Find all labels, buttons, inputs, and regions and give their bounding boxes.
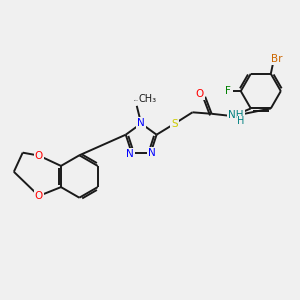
Text: N: N <box>126 149 134 159</box>
Text: O: O <box>35 191 43 201</box>
Text: S: S <box>172 118 178 128</box>
Text: NH: NH <box>228 110 244 120</box>
Text: F: F <box>226 86 231 96</box>
Text: CH₃: CH₃ <box>138 94 156 104</box>
Text: methyl: methyl <box>134 99 139 101</box>
Text: N: N <box>148 148 156 158</box>
Text: O: O <box>35 151 43 160</box>
Text: Br: Br <box>271 54 283 64</box>
Text: H: H <box>237 116 245 126</box>
Text: N: N <box>137 118 145 128</box>
Text: O: O <box>196 89 204 99</box>
